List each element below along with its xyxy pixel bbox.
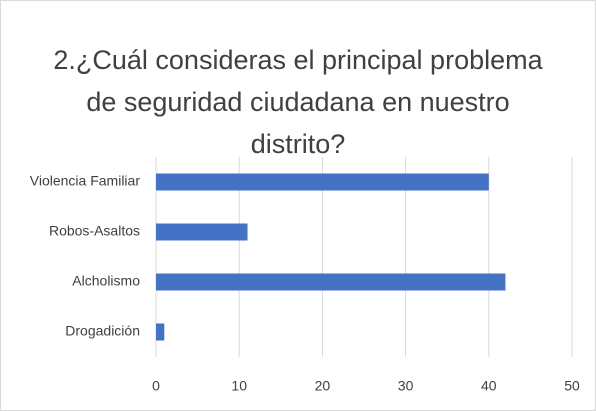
y-tick-label: Drogadición	[65, 323, 140, 339]
chart-title: 2.¿Cuál consideras el principal problema…	[53, 45, 543, 159]
y-tick-label: Robos-Asaltos	[49, 223, 140, 239]
bar	[156, 273, 506, 291]
bar	[156, 173, 489, 191]
y-tick-label: Violencia Familiar	[30, 173, 141, 189]
x-tick-label: 20	[315, 378, 331, 394]
x-tick-label: 50	[564, 378, 580, 394]
x-tick-label: 30	[398, 378, 414, 394]
y-tick-label: Alcholismo	[72, 273, 140, 289]
bar	[156, 223, 248, 241]
x-tick-label: 0	[152, 378, 160, 394]
bar	[156, 323, 165, 341]
x-tick-label: 40	[481, 378, 497, 394]
x-tick-label: 10	[231, 378, 247, 394]
